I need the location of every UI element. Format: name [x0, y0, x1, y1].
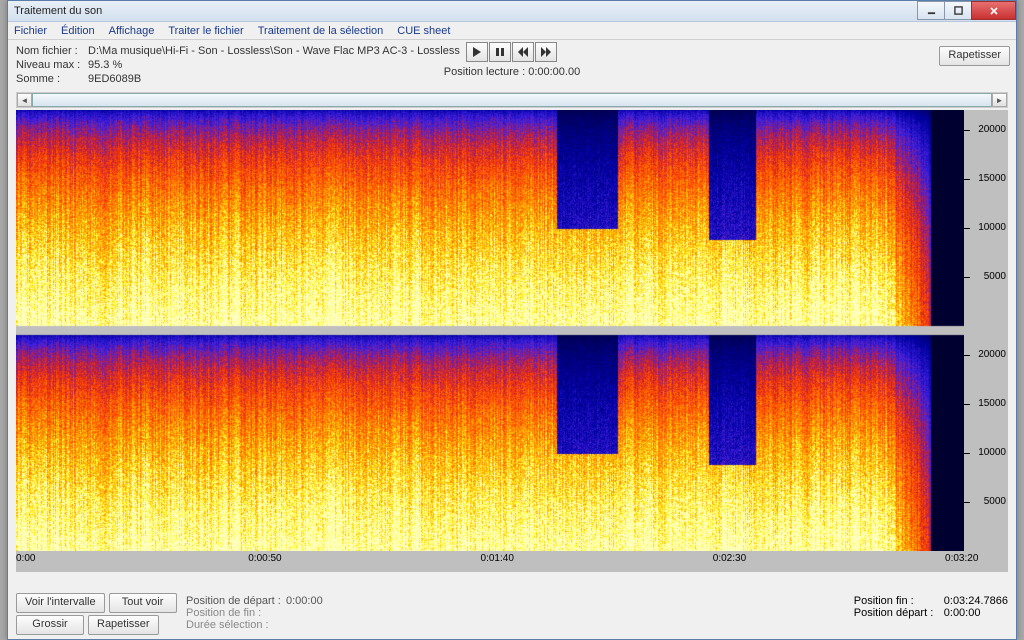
pos-depart-value: 0:00:00	[286, 595, 323, 607]
freq-tick: 10000	[978, 222, 1006, 233]
app-window: Traitement du son Fichier Édition Affich…	[7, 0, 1017, 640]
play-button[interactable]	[466, 42, 488, 62]
spectrogram-area: 20000 15000 10000 5000 20000 15000 10000 5000 0…	[16, 110, 1008, 572]
right-pos-fin-value: 0:03:24.7866	[944, 595, 1008, 607]
playpos-value: 0:00:00.00	[528, 66, 580, 78]
menu-cue-sheet[interactable]: CUE sheet	[397, 25, 450, 37]
level-value: 95.3 %	[88, 59, 122, 71]
freq-tick: 5000	[984, 271, 1006, 282]
pause-button[interactable]	[489, 42, 511, 62]
rewind-button[interactable]	[512, 42, 534, 62]
duree-label: Durée sélection :	[186, 619, 286, 631]
spectrogram-canvas[interactable]	[16, 110, 964, 551]
tout-voir-button[interactable]: Tout voir	[109, 593, 177, 613]
menubar: Fichier Édition Affichage Traiter le fic…	[8, 22, 1016, 40]
bottom-bar: Voir l'intervalle Tout voir Grossir Rape…	[16, 593, 1008, 635]
play-position: Position lecture : 0:00:00.00	[444, 66, 580, 78]
filename-label: Nom fichier :	[16, 45, 88, 57]
time-tick: 0:01:40	[481, 553, 514, 564]
freq-tick: 20000	[978, 349, 1006, 360]
forward-button[interactable]	[535, 42, 557, 62]
menu-edition[interactable]: Édition	[61, 25, 95, 37]
time-tick: 0:03:20	[945, 553, 978, 564]
menu-traitement-selection[interactable]: Traitement de la sélection	[258, 25, 384, 37]
freq-tick: 10000	[978, 447, 1006, 458]
info-panel: Nom fichier : D:\Ma musique\Hi-Fi - Son …	[8, 40, 1016, 92]
sum-value: 9ED6089B	[88, 73, 141, 85]
freq-tick: 5000	[984, 496, 1006, 507]
menu-fichier[interactable]: Fichier	[14, 25, 47, 37]
rapetisser-button[interactable]: Rapetisser	[88, 615, 159, 635]
freq-tick: 20000	[978, 124, 1006, 135]
close-button[interactable]	[971, 1, 1016, 20]
menu-affichage[interactable]: Affichage	[109, 25, 155, 37]
pos-fin-label: Position de fin :	[186, 607, 286, 619]
freq-tick: 15000	[978, 398, 1006, 409]
time-axis: 0:000:00:500:01:400:02:300:03:20	[16, 551, 964, 572]
titlebar[interactable]: Traitement du son	[8, 1, 1016, 22]
minimize-button[interactable]	[917, 1, 945, 20]
maximize-button[interactable]	[944, 1, 972, 20]
right-pos-fin-label: Position fin :	[854, 595, 944, 607]
scroll-right-icon[interactable]: ►	[992, 93, 1007, 107]
scroll-left-icon[interactable]: ◄	[17, 93, 32, 107]
time-tick: 0:00	[16, 553, 35, 564]
window-title: Traitement du son	[14, 5, 102, 17]
rapetisser-top-button[interactable]: Rapetisser	[939, 46, 1010, 66]
right-pos-depart-value: 0:00:00	[944, 607, 981, 619]
filename-value: D:\Ma musique\Hi-Fi - Son - Lossless\Son…	[88, 45, 460, 57]
freq-tick: 15000	[978, 173, 1006, 184]
scroll-thumb[interactable]	[32, 93, 992, 107]
playpos-label: Position lecture :	[444, 66, 525, 78]
pos-depart-label: Position de départ :	[186, 595, 286, 607]
voir-intervalle-button[interactable]: Voir l'intervalle	[16, 593, 105, 613]
sum-label: Somme :	[16, 73, 88, 85]
right-pos-depart-label: Position départ :	[854, 607, 944, 619]
transport-controls	[466, 42, 558, 62]
time-tick: 0:02:30	[713, 553, 746, 564]
menu-traiter-fichier[interactable]: Traiter le fichier	[168, 25, 243, 37]
frequency-axis: 20000 15000 10000 5000 20000 15000 10000 5000	[964, 110, 1008, 551]
grossir-button[interactable]: Grossir	[16, 615, 84, 635]
level-label: Niveau max :	[16, 59, 88, 71]
horizontal-scrollbar[interactable]: ◄ ►	[16, 92, 1008, 108]
time-tick: 0:00:50	[248, 553, 281, 564]
